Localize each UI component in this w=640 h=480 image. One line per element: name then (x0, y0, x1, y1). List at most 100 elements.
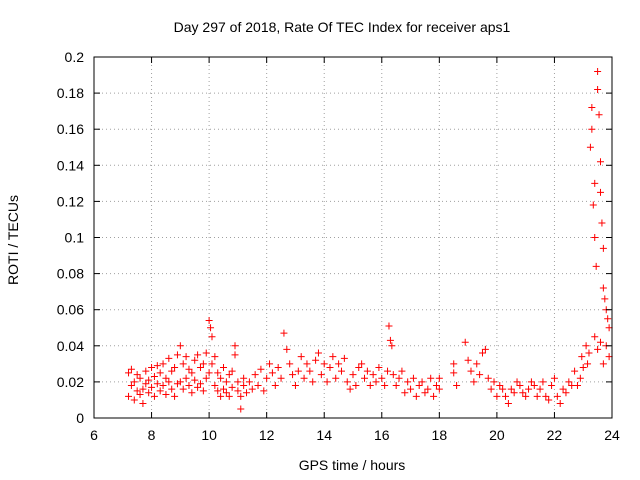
data-point (381, 382, 389, 390)
data-point (136, 391, 144, 399)
data-point (591, 333, 599, 341)
data-point (418, 378, 426, 386)
data-point (228, 383, 236, 391)
data-point (450, 360, 458, 368)
data-point (548, 382, 556, 390)
data-point (314, 349, 322, 357)
data-point (553, 392, 561, 400)
data-point (326, 363, 334, 371)
x-tick-label: 10 (201, 427, 217, 443)
data-point (470, 378, 478, 386)
y-axis-label: ROTI / TECUs (5, 195, 21, 285)
data-point (156, 369, 164, 377)
data-point (605, 324, 613, 332)
data-point (194, 351, 202, 359)
data-point (251, 371, 259, 379)
data-point (599, 244, 607, 252)
data-point (385, 322, 393, 330)
y-tick-label: 0 (76, 410, 84, 426)
data-point (386, 336, 394, 344)
data-point (317, 371, 325, 379)
data-point (363, 367, 371, 375)
data-point (127, 365, 135, 373)
data-point (202, 349, 210, 357)
data-point (323, 378, 331, 386)
data-point (234, 378, 242, 386)
data-point (430, 392, 438, 400)
data-point (427, 374, 435, 382)
data-point (268, 369, 276, 377)
data-point (220, 363, 227, 371)
data-point (245, 378, 253, 386)
x-tick-label: 12 (259, 427, 275, 443)
data-point (188, 369, 196, 377)
data-point (343, 378, 351, 386)
data-point (571, 367, 579, 375)
data-point (582, 342, 590, 350)
data-point (205, 369, 213, 377)
data-point (191, 376, 199, 384)
data-point (519, 389, 527, 397)
data-point (130, 396, 138, 404)
data-point (550, 374, 558, 382)
data-point (125, 369, 133, 377)
data-point (171, 392, 179, 400)
data-point (507, 385, 515, 393)
data-point (173, 351, 181, 359)
data-point (476, 371, 484, 379)
data-point (432, 382, 440, 390)
data-point (337, 367, 345, 375)
data-point (545, 396, 553, 404)
data-point (188, 389, 196, 397)
data-point (349, 371, 357, 379)
data-point (588, 125, 596, 133)
data-point (225, 371, 233, 379)
data-point (211, 353, 219, 361)
data-point (565, 378, 573, 386)
data-point (332, 374, 340, 382)
data-point (168, 367, 176, 375)
data-point (283, 345, 291, 353)
x-tick-label: 8 (148, 427, 156, 443)
x-tick-label: 6 (90, 427, 98, 443)
data-point (286, 360, 294, 368)
data-point (496, 382, 504, 390)
data-point (369, 371, 377, 379)
data-point (211, 382, 219, 390)
data-point (156, 387, 164, 395)
y-tick-label: 0.2 (65, 49, 85, 65)
data-point (145, 376, 153, 384)
x-tick-label: 24 (604, 427, 620, 443)
y-tick-label: 0.18 (57, 85, 84, 101)
data-point (148, 363, 156, 371)
data-point (133, 387, 141, 395)
y-tick-label: 0.12 (57, 193, 84, 209)
data-point (280, 329, 288, 337)
y-tick-label: 0.02 (57, 374, 84, 390)
data-point (487, 385, 495, 393)
data-point (139, 400, 147, 408)
data-point (576, 374, 584, 382)
data-point (162, 374, 170, 382)
data-point (159, 360, 167, 368)
data-point (125, 392, 133, 400)
data-point (464, 356, 472, 364)
data-point (254, 382, 262, 390)
data-point (525, 385, 533, 393)
data-point (372, 378, 380, 386)
data-point (499, 385, 507, 393)
data-point (150, 392, 158, 400)
data-point (490, 378, 498, 386)
data-point (271, 382, 279, 390)
data-point (358, 360, 366, 368)
data-point (214, 387, 222, 395)
data-point (171, 363, 179, 371)
data-point (222, 389, 230, 397)
data-point (594, 67, 602, 75)
x-axis-label: GPS time / hours (299, 457, 406, 473)
data-point (559, 385, 567, 393)
data-point (165, 354, 173, 362)
axis-layer: 6 8 10 12 14 16 18 20 22 24 0 0.02 0.04 0.06 0.08 0.1 0.… (57, 49, 620, 443)
data-point (398, 367, 406, 375)
